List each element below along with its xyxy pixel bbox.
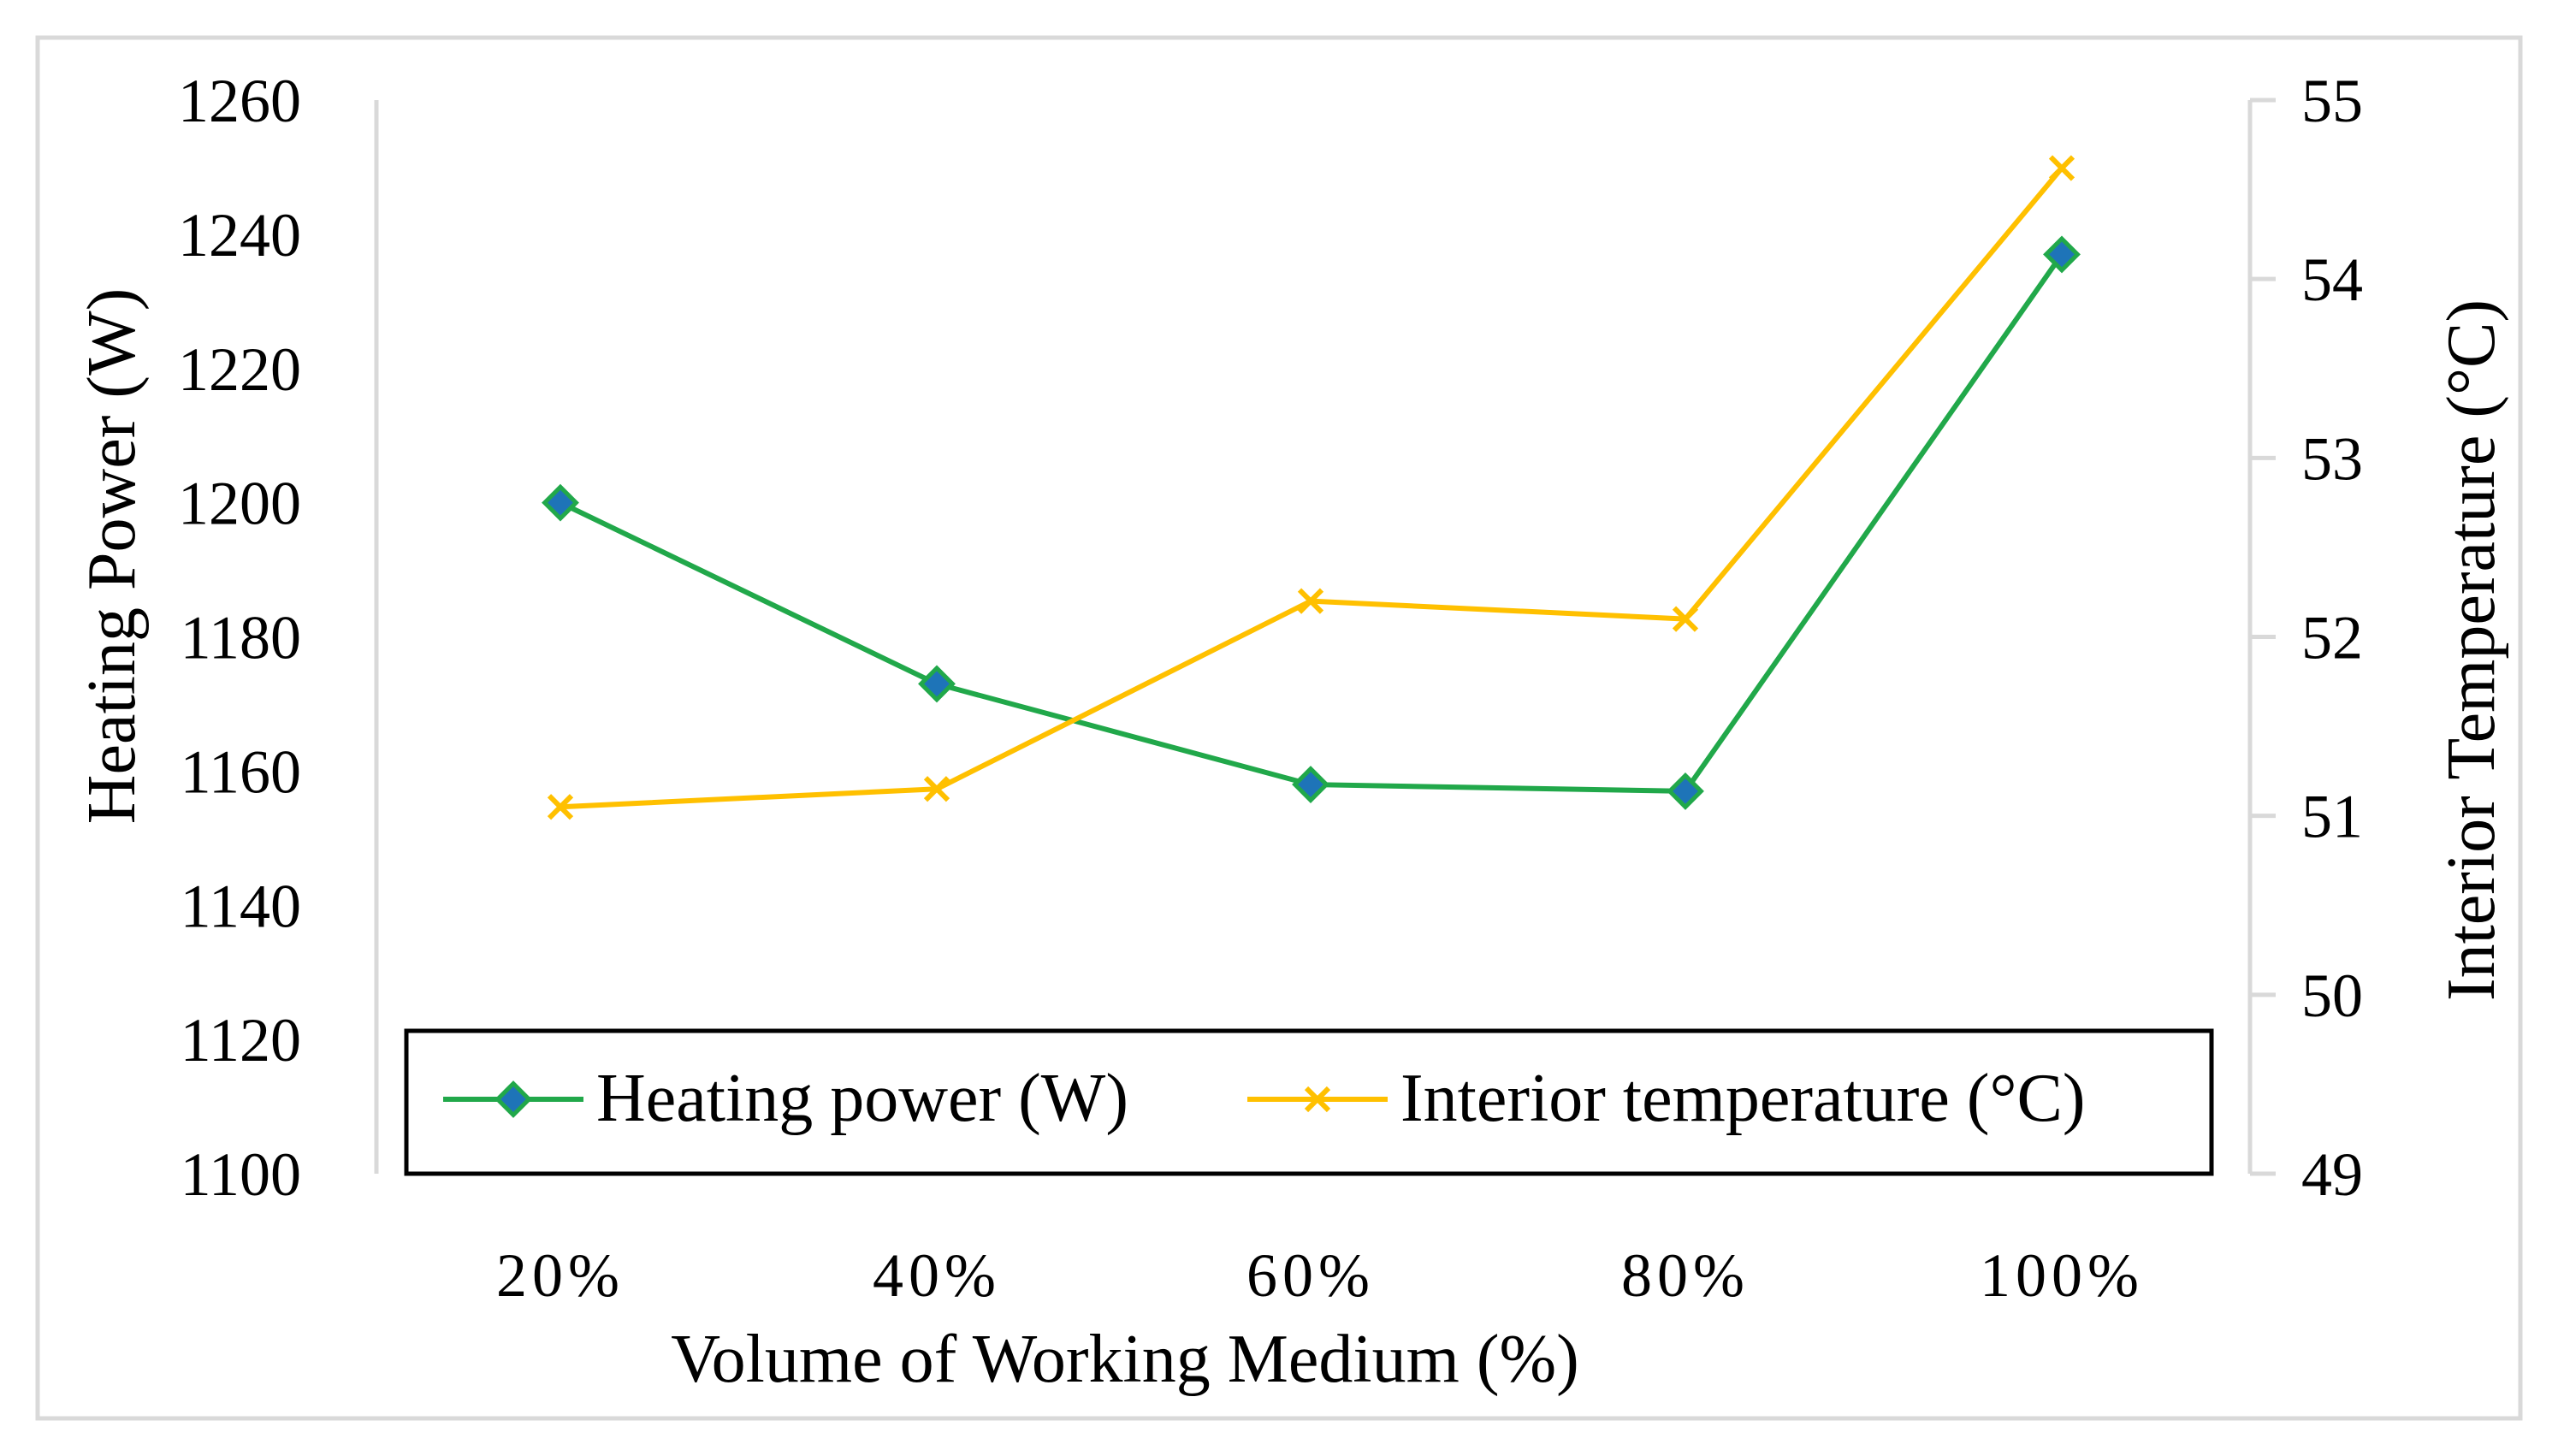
series-segment	[558, 786, 939, 810]
data-point-diamond	[1667, 772, 1704, 810]
data-point-diamond	[2043, 235, 2081, 274]
y-tick-right-label: 50	[2301, 962, 2363, 1030]
series-segment	[1683, 252, 2064, 794]
y-tick-left-label: 1240	[178, 201, 301, 269]
left-axis: 1100 1120 1140 1160 1180 1200 1220 1240 1260	[178, 67, 379, 1209]
series-segment	[934, 681, 1313, 788]
series-segment	[1308, 782, 1688, 794]
y-tick-left-label: 1120	[181, 1006, 301, 1074]
series-interior-temperature	[547, 155, 2075, 820]
x-tick-label: 80%	[1621, 1241, 1750, 1310]
legend-marker-heating	[494, 1080, 532, 1118]
y-axis-right-title: Interior Temperature (°C)	[2434, 299, 2509, 1001]
data-point-x	[1297, 588, 1324, 614]
y-tick-right-label: 51	[2301, 783, 2363, 851]
y-tick-right-label: 52	[2301, 604, 2363, 672]
data-point-x	[2048, 155, 2075, 181]
y-tick-left-label: 1260	[178, 67, 301, 135]
y-tick-left-label: 1200	[178, 470, 301, 538]
y-tick-left-label: 1140	[181, 872, 301, 940]
series-heating-power	[542, 235, 2081, 810]
series-segment	[1308, 598, 1688, 622]
y-tick-right-label: 53	[2301, 424, 2363, 493]
x-tick-label: 100%	[1980, 1241, 2144, 1310]
y-axis-left-title: Heating Power (W)	[74, 288, 150, 824]
series-layer	[542, 155, 2081, 820]
legend: Heating power (W) Interior temperature (…	[404, 1028, 2214, 1176]
x-tick-label: 60%	[1246, 1241, 1375, 1310]
series-segment	[934, 598, 1313, 792]
y-tick-right-label: 49	[2301, 1140, 2363, 1209]
data-point-x	[923, 776, 950, 802]
y-tick-left-label: 1100	[181, 1140, 301, 1209]
data-point-diamond	[1292, 766, 1329, 803]
y-tick-right-label: 55	[2301, 67, 2363, 135]
y-tick-left-label: 1160	[181, 737, 301, 806]
legend-marker-temperature	[1304, 1086, 1331, 1113]
x-tick-label: 40%	[873, 1241, 1001, 1310]
legend-label-heating: Heating power (W)	[596, 1061, 1128, 1136]
y-tick-left-label: 1220	[178, 335, 301, 404]
data-point-diamond	[918, 665, 956, 703]
legend-box	[404, 1028, 2214, 1176]
y-tick-right-label: 54	[2301, 246, 2363, 314]
x-tick-label: 20%	[496, 1241, 625, 1310]
x-axis-title: Volume of Working Medium (%)	[671, 1322, 1579, 1397]
x-axis: 20% 40% 60% 80% 100%	[496, 1241, 2144, 1310]
series-segment	[1683, 165, 2064, 622]
legend-label-temperature: Interior temperature (°C)	[1400, 1061, 2086, 1136]
chart-border	[35, 35, 2523, 1421]
y-tick-left-label: 1180	[181, 604, 301, 672]
data-point-x	[547, 794, 574, 820]
data-point-x	[1672, 606, 1699, 632]
data-point-diamond	[542, 483, 579, 522]
right-axis: 49 50 51 52 53 54 55	[2247, 67, 2363, 1209]
series-segment	[558, 500, 939, 687]
